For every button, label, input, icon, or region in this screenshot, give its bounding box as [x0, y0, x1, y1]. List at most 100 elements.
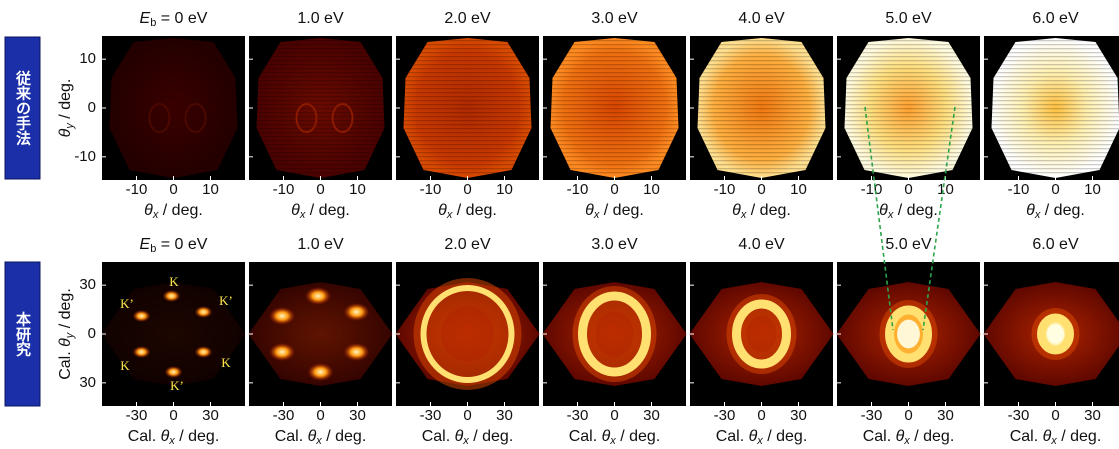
figure: 従来の手法 θy / deg. Eb = 0 eV -10 0 10 θx / deg. 1.…: [0, 0, 1119, 449]
heatmap-panel: [690, 36, 833, 180]
axis-prefix: Cal.: [716, 428, 744, 445]
x-axis-label: θx / deg.: [879, 202, 938, 221]
axis-unit: / deg.: [175, 428, 219, 445]
axis-prefix: Cal.: [57, 351, 74, 379]
k-point-label: K’: [219, 293, 233, 308]
x-tick-label: 30: [937, 407, 954, 424]
title-text: = 0 eV: [161, 236, 208, 253]
k-point-label: K’: [120, 296, 134, 311]
x-tick-label: 0: [169, 181, 177, 198]
x-tick-label: 30: [202, 407, 219, 424]
stripes: [845, 40, 972, 176]
title-text: 1.0 eV: [297, 10, 344, 27]
x-tick-label: -10: [567, 181, 589, 198]
k-point-label: K: [120, 358, 130, 373]
x-tick-label: -30: [567, 407, 589, 424]
heatmap-panel: [837, 36, 980, 180]
axis-prefix: Cal.: [569, 428, 597, 445]
axis-prefix: Cal.: [863, 428, 891, 445]
axis-symbol: θ: [161, 428, 170, 445]
row-tag: 従来の手法: [14, 70, 32, 147]
stripes: [110, 40, 237, 176]
k-point-label: K’: [170, 378, 184, 393]
axis-symbol: θ: [57, 128, 74, 137]
y-tick-label: 10: [79, 50, 96, 67]
heatmap-panel: [249, 262, 393, 406]
x-tick-label: 0: [757, 181, 765, 198]
x-tick-label: 30: [496, 407, 513, 424]
axis-symbol: θ: [291, 202, 300, 219]
heatmap-panel: [249, 36, 392, 180]
k-spot: [133, 310, 151, 322]
x-axis-label: Cal. θx / deg.: [716, 428, 808, 447]
x-tick-label: -10: [420, 181, 442, 198]
axis-unit: / deg.: [452, 202, 496, 219]
axis-unit: / deg.: [1040, 202, 1084, 219]
axis-unit: / deg.: [910, 428, 954, 445]
axis-unit: / deg.: [1057, 428, 1101, 445]
x-tick-label: 0: [316, 181, 324, 198]
panel-title: 4.0 eV: [738, 10, 785, 27]
x-tick-label: 10: [937, 181, 954, 198]
panel-title: 3.0 eV: [591, 236, 638, 253]
panel-title: Eb = 0 eV: [140, 236, 208, 255]
row-tag: 本研究: [14, 311, 31, 358]
x-tick-label: 10: [202, 181, 219, 198]
panel-title: 2.0 eV: [444, 10, 491, 27]
y-tick-label: 0: [88, 325, 96, 342]
heatmap-panel: [102, 36, 245, 180]
k-point-label: K: [169, 274, 179, 289]
panel-title: Eb = 0 eV: [140, 10, 208, 29]
panel-title: 1.0 eV: [297, 10, 344, 27]
k-point-label: K: [221, 355, 231, 370]
x-axis-label: θx / deg.: [144, 202, 203, 221]
axis-prefix: Cal.: [422, 428, 450, 445]
x-tick-label: -30: [420, 407, 442, 424]
k-spot: [163, 290, 181, 302]
x-tick-label: -30: [1008, 407, 1030, 424]
axis-symbol: θ: [308, 428, 317, 445]
title-text: 3.0 eV: [591, 236, 638, 253]
k-spot: [133, 346, 151, 358]
x-tick-label: -30: [714, 407, 736, 424]
title-text: 1.0 eV: [297, 236, 344, 253]
x-axis-label: θx / deg.: [585, 202, 644, 221]
x-tick-label: 0: [610, 407, 618, 424]
k-spot: [308, 363, 334, 381]
panel-title: 4.0 eV: [738, 236, 785, 253]
axis-symbol: θ: [57, 338, 74, 347]
axis-unit: / deg.: [616, 428, 660, 445]
axis-unit: / deg.: [158, 202, 202, 219]
x-axis-label: Cal. θx / deg.: [275, 428, 367, 447]
y-axis-label: θy / deg.: [57, 79, 76, 138]
x-tick-label: -10: [273, 181, 295, 198]
x-tick-label: 10: [1084, 181, 1101, 198]
ring-core: [747, 316, 777, 352]
axis-unit: / deg.: [893, 202, 937, 219]
panel-title: 2.0 eV: [444, 236, 491, 253]
x-tick-label: 10: [643, 181, 660, 198]
stripes: [551, 40, 678, 176]
axis-unit: / deg.: [599, 202, 643, 219]
axis-unit: / deg.: [469, 428, 513, 445]
x-tick-label: 30: [790, 407, 807, 424]
k-spot: [165, 366, 183, 378]
panel-title: 5.0 eV: [885, 10, 932, 27]
stripes: [992, 40, 1119, 176]
heatmap-panel: [396, 262, 540, 406]
k-spot: [269, 307, 295, 325]
x-tick-label: 0: [610, 181, 618, 198]
x-tick-label: -30: [126, 407, 148, 424]
stripes: [698, 40, 825, 176]
x-axis-label: θx / deg.: [732, 202, 791, 221]
y-tick-label: 0: [88, 99, 96, 116]
stripes: [257, 40, 384, 176]
x-tick-label: -10: [714, 181, 736, 198]
x-axis-label: Cal. θx / deg.: [569, 428, 661, 447]
x-tick-label: 0: [904, 181, 912, 198]
x-tick-label: 0: [904, 407, 912, 424]
x-axis-label: θx / deg.: [438, 202, 497, 221]
x-axis-label: Cal. θx / deg.: [863, 428, 955, 447]
heatmap-panel: [837, 262, 981, 406]
axis-unit: / deg.: [57, 288, 74, 332]
